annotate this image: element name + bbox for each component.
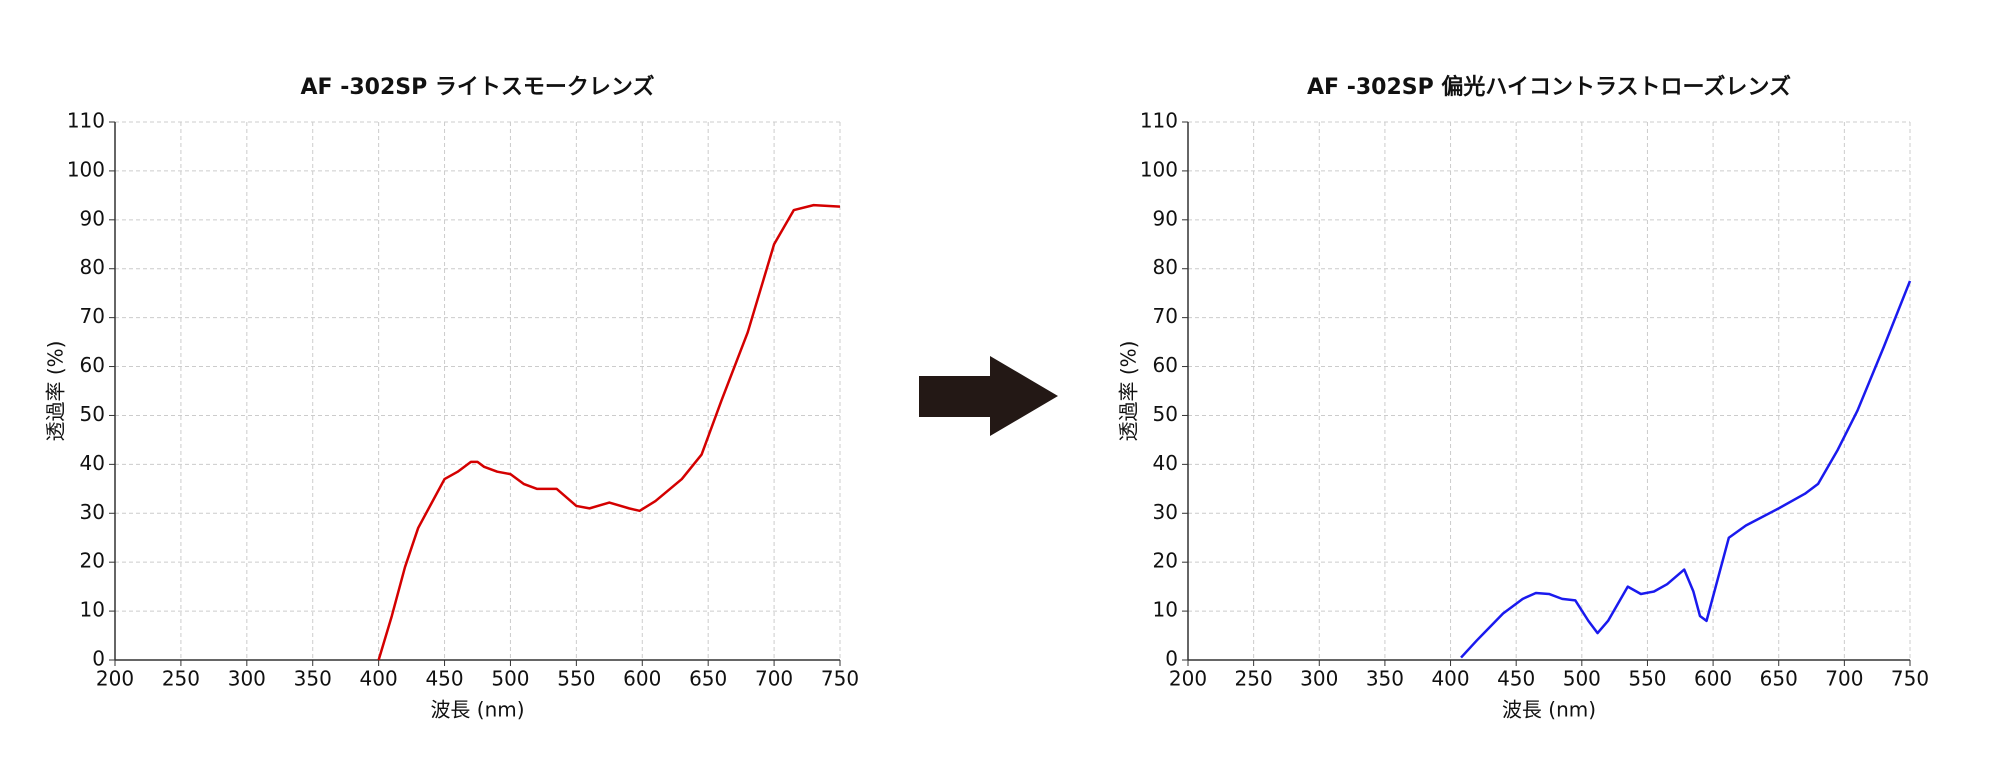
y-tick-label: 20 xyxy=(80,549,105,573)
x-tick-label: 200 xyxy=(96,667,134,691)
x-tick-label: 600 xyxy=(1694,667,1732,691)
y-axis-label: 透過率 (%) xyxy=(44,341,68,442)
y-tick-label: 100 xyxy=(1140,157,1178,181)
x-tick-label: 250 xyxy=(162,667,200,691)
y-tick-label: 30 xyxy=(1153,500,1178,524)
x-tick-label: 550 xyxy=(557,667,595,691)
x-tick-label: 500 xyxy=(1563,667,1601,691)
y-tick-label: 10 xyxy=(1153,598,1178,622)
y-tick-label: 110 xyxy=(67,109,105,133)
y-tick-label: 50 xyxy=(1153,402,1178,426)
x-tick-label: 700 xyxy=(1825,667,1863,691)
y-tick-label: 30 xyxy=(80,500,105,524)
x-tick-label: 500 xyxy=(491,667,529,691)
y-tick-label: 50 xyxy=(80,402,105,426)
x-tick-label: 300 xyxy=(1300,667,1338,691)
y-tick-label: 60 xyxy=(80,353,105,377)
x-tick-label: 600 xyxy=(623,667,661,691)
x-tick-label: 450 xyxy=(1497,667,1535,691)
x-tick-label: 650 xyxy=(689,667,727,691)
x-tick-label: 350 xyxy=(294,667,332,691)
x-tick-label: 400 xyxy=(1431,667,1469,691)
y-tick-label: 100 xyxy=(67,157,105,181)
y-tick-label: 60 xyxy=(1153,353,1178,377)
y-tick-label: 10 xyxy=(80,598,105,622)
x-tick-label: 750 xyxy=(821,667,859,691)
data-line xyxy=(377,203,841,661)
x-tick-label: 400 xyxy=(360,667,398,691)
x-tick-label: 550 xyxy=(1628,667,1666,691)
y-tick-label: 0 xyxy=(1165,647,1178,671)
x-tick-label: 200 xyxy=(1169,667,1207,691)
y-axis-label: 透過率 (%) xyxy=(1117,341,1141,442)
y-tick-label: 110 xyxy=(1140,109,1178,133)
y-tick-label: 70 xyxy=(80,304,105,328)
x-tick-label: 650 xyxy=(1760,667,1798,691)
chart-title: AF -302SP ライトスモークレンズ xyxy=(301,74,655,100)
y-tick-label: 90 xyxy=(1153,206,1178,230)
data-line xyxy=(1460,280,1912,659)
y-tick-label: 80 xyxy=(80,255,105,279)
y-tick-label: 0 xyxy=(92,647,105,671)
x-tick-label: 700 xyxy=(755,667,793,691)
arrow xyxy=(919,356,1058,436)
x-tick-label: 350 xyxy=(1366,667,1404,691)
y-tick-label: 40 xyxy=(80,451,105,475)
x-axis-label: 波長 (nm) xyxy=(430,698,524,722)
y-tick-label: 80 xyxy=(1153,255,1178,279)
x-tick-label: 300 xyxy=(228,667,266,691)
y-tick-label: 90 xyxy=(80,206,105,230)
x-tick-label: 250 xyxy=(1235,667,1273,691)
y-tick-label: 40 xyxy=(1153,451,1178,475)
x-axis-label: 波長 (nm) xyxy=(1502,698,1596,722)
x-tick-label: 750 xyxy=(1891,667,1929,691)
chart-title: AF -302SP 偏光ハイコントラストローズレンズ xyxy=(1307,74,1791,100)
x-tick-label: 450 xyxy=(425,667,463,691)
y-tick-label: 70 xyxy=(1153,304,1178,328)
y-tick-label: 20 xyxy=(1153,549,1178,573)
